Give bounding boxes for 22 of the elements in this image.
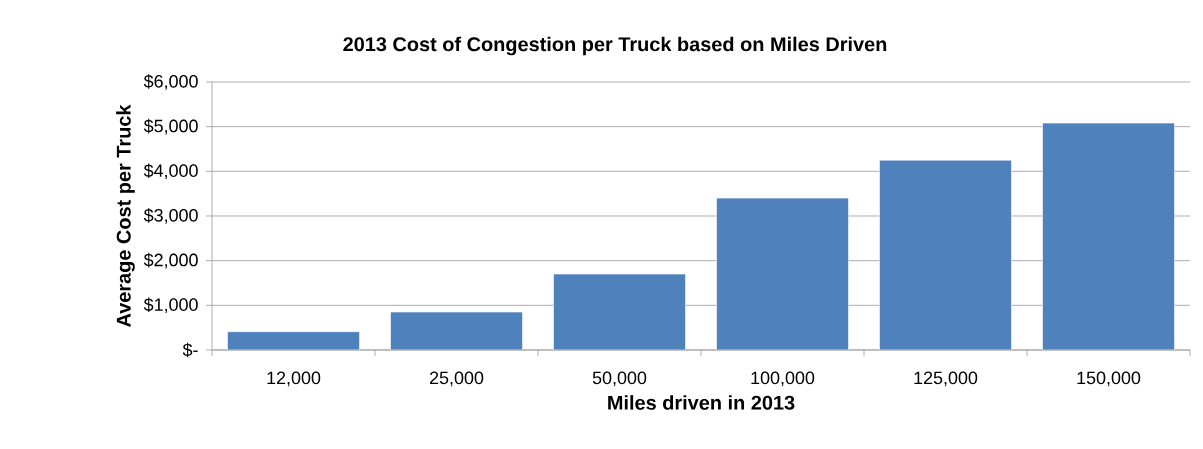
bar (879, 160, 1012, 350)
x-tick-label: 150,000 (1077, 371, 1141, 387)
bar (716, 198, 849, 350)
bar (227, 331, 360, 350)
x-tick-label: 100,000 (751, 371, 815, 387)
y-axis-title: Average Cost per Truck (116, 104, 135, 327)
x-tick-label: 50,000 (592, 371, 647, 387)
x-tick-label: 25,000 (429, 371, 484, 387)
bar (553, 274, 686, 350)
y-tick-label: $3,000 (143, 208, 198, 224)
x-tick-label: 125,000 (914, 371, 978, 387)
y-tick-label: $2,000 (143, 252, 198, 269)
chart-title: 2013 Cost of Congestion per Truck based on Miles Driven (343, 36, 887, 56)
y-tick-label: $- (182, 342, 198, 358)
x-axis-title: Miles driven in 2013 (608, 395, 795, 410)
bar (390, 312, 523, 350)
x-tick-label: 12,000 (267, 371, 321, 387)
y-tick-label: $6,000 (143, 74, 198, 90)
y-tick-label: $4,000 (143, 163, 198, 180)
y-tick-label: $5,000 (143, 118, 198, 135)
bar (1042, 122, 1175, 350)
y-tick-label: $1,000 (143, 297, 198, 314)
